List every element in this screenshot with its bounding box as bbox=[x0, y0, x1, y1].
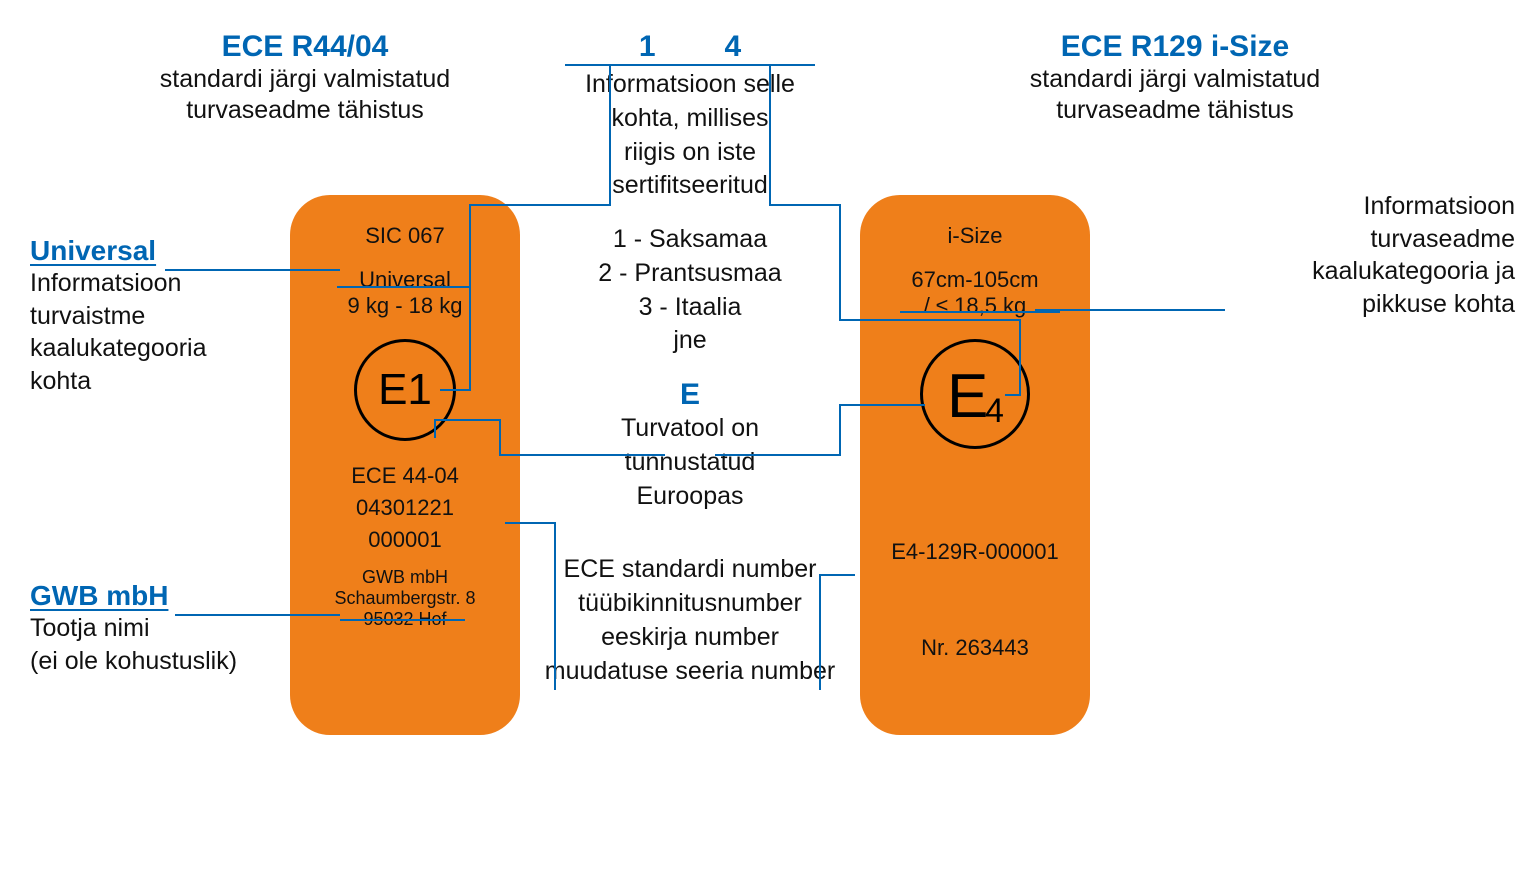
label-right-approv: E4-129R-000001 bbox=[860, 539, 1090, 565]
e1-badge-wrap: E1 bbox=[290, 339, 520, 441]
middle-num-left: 1 bbox=[556, 30, 656, 64]
label-left-mfr1: GWB mbH bbox=[290, 567, 520, 588]
e4-small: 4 bbox=[985, 380, 1004, 442]
gwb-block: GWB mbH Tootja nimi (ei ole kohustuslik) bbox=[30, 580, 300, 677]
label-left-universal: Universal bbox=[290, 267, 520, 293]
middle-num-right: 4 bbox=[724, 30, 824, 64]
right-sub2: turvaseadme tähistus bbox=[940, 95, 1410, 126]
middle-c1: 1 - Saksamaa bbox=[535, 223, 845, 257]
left-sub1: standardi järgi valmistatud bbox=[80, 64, 530, 95]
middle-column: 1 4 Informatsioon selle kohta, millises … bbox=[535, 30, 845, 688]
right-info-block: Informatsioon turvaseadme kaalukategoori… bbox=[1230, 190, 1515, 320]
label-left-n2: 000001 bbox=[290, 527, 520, 553]
middle-bottom4: muudatuse seeria number bbox=[535, 655, 845, 689]
label-left-mfr2: Schaumbergstr. 8 bbox=[290, 588, 520, 609]
label-left-weight: 9 kg - 18 kg bbox=[290, 293, 520, 319]
universal-block: Universal Informatsioon turvaistme kaalu… bbox=[30, 235, 280, 397]
middle-bottom3: eeskirja number bbox=[535, 621, 845, 655]
middle-c2: 2 - Prantsusmaa bbox=[535, 257, 845, 291]
label-right-isize: i-Size bbox=[860, 195, 1090, 249]
label-right-wt: / ≤ 18,5 kg bbox=[860, 293, 1090, 319]
middle-c4: jne bbox=[535, 324, 845, 358]
label-left-ece: ECE 44-04 bbox=[290, 463, 520, 489]
middle-e3: Euroopas bbox=[535, 480, 845, 514]
right-header: ECE R129 i-Size standardi järgi valmista… bbox=[940, 30, 1410, 127]
middle-info-1: Informatsioon selle bbox=[535, 68, 845, 102]
right-info-4: pikkuse kohta bbox=[1230, 288, 1515, 321]
label-left-mfr3: 95032 Hof bbox=[290, 609, 520, 630]
middle-numbers: 1 4 bbox=[535, 30, 845, 64]
universal-title: Universal bbox=[30, 235, 156, 267]
right-info-1: Informatsioon bbox=[1230, 190, 1515, 223]
e1-badge: E1 bbox=[354, 339, 456, 441]
universal-body-1: Informatsioon bbox=[30, 267, 280, 300]
middle-e2: tunnustatud bbox=[535, 446, 845, 480]
middle-c3: 3 - Itaalia bbox=[535, 291, 845, 325]
e4-big: E bbox=[947, 348, 988, 446]
left-sub2: turvaseadme tähistus bbox=[80, 95, 530, 126]
universal-body-3: kaalukategooria bbox=[30, 332, 280, 365]
gwb-body-1: Tootja nimi bbox=[30, 612, 300, 645]
middle-bottom1: ECE standardi number bbox=[535, 553, 845, 587]
e4-badge: E 4 bbox=[920, 339, 1030, 449]
middle-info-3: riigis on iste bbox=[535, 136, 845, 170]
label-right: i-Size 67cm-105cm / ≤ 18,5 kg E 4 E4-129… bbox=[860, 195, 1090, 735]
right-title: ECE R129 i-Size bbox=[940, 30, 1410, 64]
middle-info-4: sertifitseeritud bbox=[535, 169, 845, 203]
gwb-title: GWB mbH bbox=[30, 580, 168, 612]
middle-info-2: kohta, millises bbox=[535, 102, 845, 136]
right-sub1: standardi järgi valmistatud bbox=[940, 64, 1410, 95]
middle-e-heading: E bbox=[535, 378, 845, 412]
universal-body-4: kohta bbox=[30, 365, 280, 398]
right-info-3: kaalukategooria ja bbox=[1230, 255, 1515, 288]
left-title: ECE R44/04 bbox=[80, 30, 530, 64]
gwb-body-2: (ei ole kohustuslik) bbox=[30, 645, 300, 678]
left-header: ECE R44/04 standardi järgi valmistatud t… bbox=[80, 30, 530, 127]
right-info-2: turvaseadme bbox=[1230, 223, 1515, 256]
middle-bottom2: tüübikinnitusnumber bbox=[535, 587, 845, 621]
middle-e1: Turvatool on bbox=[535, 412, 845, 446]
universal-body-2: turvaistme bbox=[30, 300, 280, 333]
label-left-sic: SIC 067 bbox=[290, 195, 520, 249]
label-right-dim: 67cm-105cm bbox=[860, 267, 1090, 293]
label-left: SIC 067 Universal 9 kg - 18 kg E1 ECE 44… bbox=[290, 195, 520, 735]
diagram-root: ECE R44/04 standardi järgi valmistatud t… bbox=[0, 0, 1525, 874]
label-left-n1: 04301221 bbox=[290, 495, 520, 521]
label-right-nr: Nr. 263443 bbox=[860, 635, 1090, 661]
e4-badge-wrap: E 4 bbox=[860, 339, 1090, 449]
